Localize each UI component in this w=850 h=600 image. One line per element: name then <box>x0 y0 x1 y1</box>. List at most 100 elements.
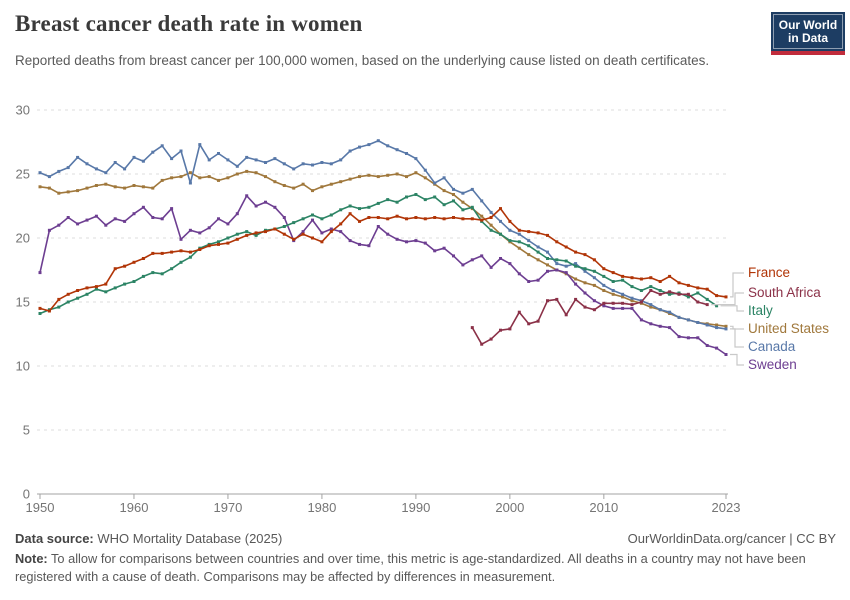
data-point-france <box>555 240 559 244</box>
data-point-sweden <box>658 324 662 328</box>
data-point-canada <box>311 163 314 167</box>
legend-connector-united-states <box>730 325 744 330</box>
data-point-france <box>141 257 145 260</box>
data-point-canada <box>489 210 493 214</box>
data-point-south-africa <box>639 300 643 304</box>
data-point-sweden <box>499 257 502 260</box>
data-point-sweden <box>113 217 117 221</box>
data-point-italy <box>564 259 568 263</box>
x-tick-label: 1970 <box>213 500 242 515</box>
data-point-france <box>113 267 117 271</box>
data-point-sweden <box>639 318 643 322</box>
data-point-sweden <box>686 336 690 340</box>
data-point-sweden <box>254 204 258 208</box>
data-point-canada <box>151 150 155 154</box>
data-point-italy <box>658 289 662 292</box>
data-point-south-africa <box>555 297 559 301</box>
x-tick-label: 1990 <box>401 500 430 515</box>
data-point-sweden <box>160 217 164 221</box>
data-point-sweden <box>677 335 681 339</box>
data-point-france <box>207 244 211 248</box>
note-label: Note: <box>15 551 48 566</box>
series-canada[interactable] <box>38 139 728 331</box>
x-tick-label: 2000 <box>495 500 524 515</box>
legend-item-united-states[interactable]: United States <box>748 321 830 336</box>
legend-item-south-africa[interactable]: South Africa <box>748 285 821 300</box>
data-point-sweden <box>141 205 145 209</box>
data-point-sweden <box>376 225 380 228</box>
data-point-italy <box>517 240 521 244</box>
data-point-canada <box>235 164 239 168</box>
data-point-sweden <box>508 262 512 266</box>
data-point-france <box>226 241 230 245</box>
data-point-united-states <box>602 289 606 292</box>
data-point-sweden <box>470 258 474 262</box>
data-point-france <box>395 214 399 218</box>
data-point-france <box>123 264 127 268</box>
data-point-south-africa <box>630 303 634 307</box>
data-point-france <box>724 295 728 299</box>
series-south-africa[interactable] <box>470 289 709 346</box>
data-point-france <box>592 258 596 262</box>
data-point-united-states <box>715 323 719 327</box>
data-point-sweden <box>311 218 314 222</box>
data-point-italy <box>376 201 380 205</box>
data-point-sweden <box>264 200 267 204</box>
legend-item-france[interactable]: France <box>748 265 791 280</box>
data-point-sweden <box>480 254 484 258</box>
legend-item-canada[interactable]: Canada <box>748 339 796 354</box>
legend-item-italy[interactable]: Italy <box>748 303 773 318</box>
data-point-italy <box>358 207 361 211</box>
data-point-sweden <box>94 214 98 218</box>
data-point-italy <box>630 285 634 289</box>
legend-item-sweden[interactable]: Sweden <box>748 357 797 372</box>
data-point-canada <box>611 289 615 292</box>
data-point-canada <box>320 161 324 164</box>
data-point-canada <box>254 158 258 162</box>
data-source-label: Data source: <box>15 531 94 546</box>
data-point-canada <box>395 148 399 152</box>
data-point-italy <box>320 217 324 221</box>
legend-connector-sweden <box>730 353 744 366</box>
data-point-united-states <box>423 176 427 180</box>
data-point-united-states <box>574 277 578 281</box>
owid-link[interactable]: OurWorldinData.org/cancer | CC BY <box>627 531 836 546</box>
data-point-sweden <box>555 268 559 272</box>
data-point-sweden <box>348 239 352 243</box>
data-point-france <box>414 216 418 219</box>
series-line-south-africa <box>471 289 708 346</box>
data-point-united-states <box>329 182 333 186</box>
owid-logo[interactable]: Our World in Data <box>771 12 845 55</box>
data-point-france <box>602 267 606 271</box>
data-point-canada <box>686 318 690 322</box>
data-point-united-states <box>489 223 493 227</box>
data-point-sweden <box>104 223 108 227</box>
data-point-united-states <box>188 171 192 175</box>
data-point-france <box>245 233 249 237</box>
data-point-france <box>66 292 70 296</box>
data-point-france <box>348 212 352 216</box>
y-tick-label: 10 <box>16 359 30 374</box>
data-point-italy <box>348 204 352 208</box>
data-point-south-africa <box>480 342 484 346</box>
data-point-canada <box>433 181 437 185</box>
data-point-united-states <box>724 324 728 328</box>
data-point-united-states <box>611 292 615 296</box>
data-point-canada <box>499 219 502 223</box>
data-point-sweden <box>235 212 239 216</box>
data-point-sweden <box>85 218 89 222</box>
data-point-france <box>132 260 136 264</box>
data-point-canada <box>367 143 371 147</box>
series-france[interactable] <box>38 207 728 313</box>
y-tick-label: 25 <box>16 167 30 182</box>
data-point-south-africa <box>527 322 531 326</box>
data-point-canada <box>113 161 117 164</box>
data-point-france <box>264 230 267 234</box>
data-point-united-states <box>254 171 258 175</box>
data-point-sweden <box>668 326 672 330</box>
data-point-south-africa <box>621 301 625 305</box>
data-point-united-states <box>461 200 465 204</box>
series-italy[interactable] <box>38 193 719 315</box>
data-point-italy <box>292 221 296 225</box>
y-tick-label: 15 <box>16 295 30 310</box>
